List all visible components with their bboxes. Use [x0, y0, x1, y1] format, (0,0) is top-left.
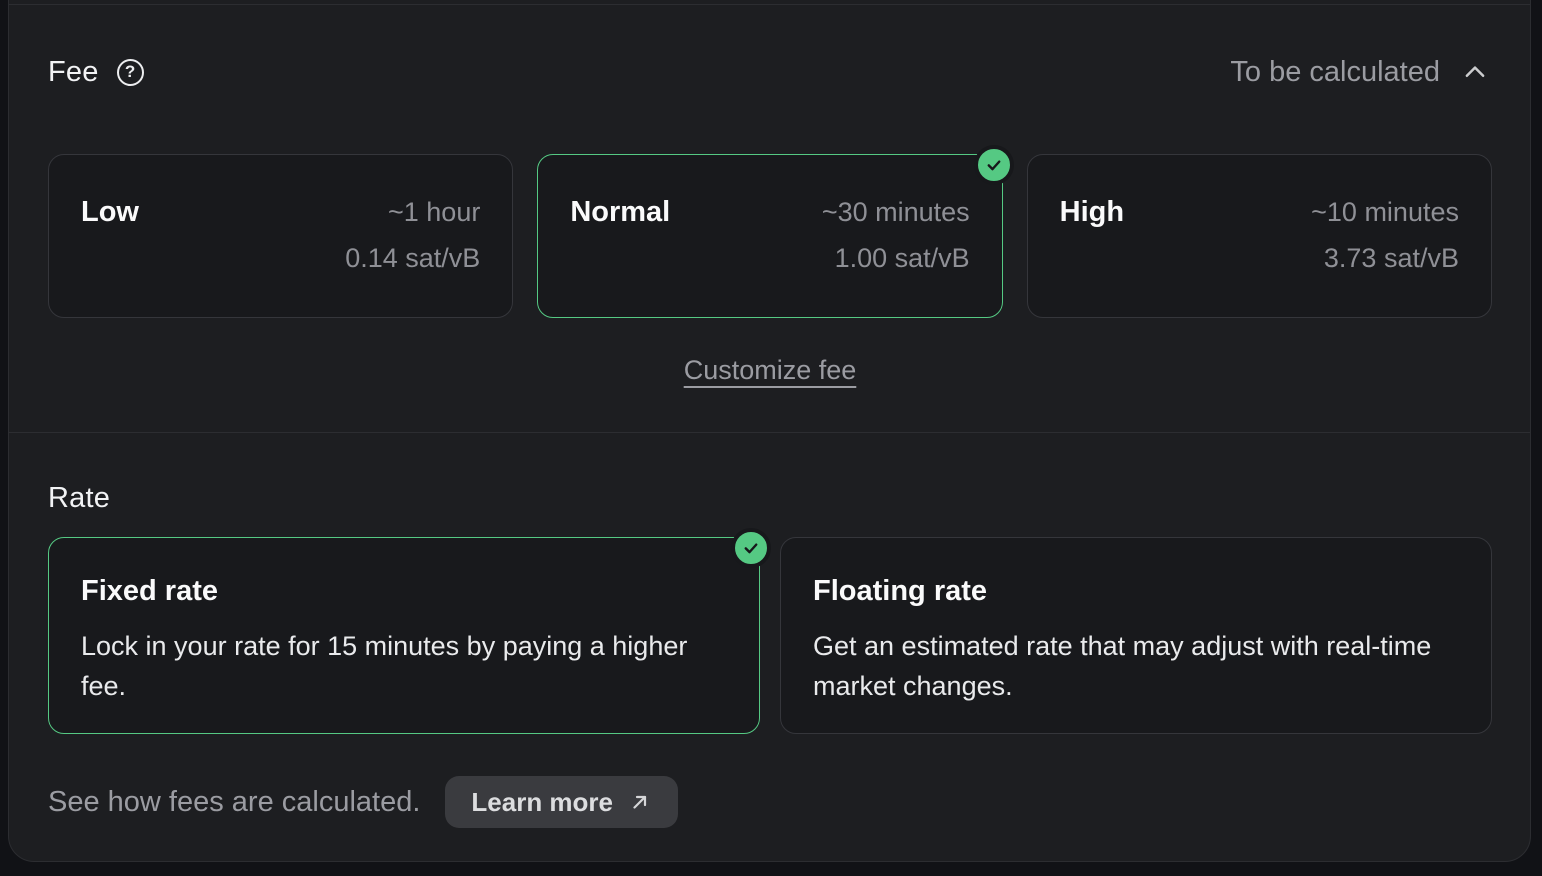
fee-option-high[interactable]: High ~10 minutes 3.73 sat/vB [1026, 154, 1492, 318]
selected-check-icon [731, 528, 771, 568]
rate-option-floating[interactable]: Floating rate Get an estimated rate that… [780, 537, 1492, 734]
fee-option-meta: ~1 hour 0.14 sat/vB [345, 189, 480, 317]
fee-option-meta: ~10 minutes 3.73 sat/vB [1311, 189, 1459, 317]
rate-option-label: Fixed rate [81, 575, 218, 607]
rate-option-description: Get an estimated rate that may adjust wi… [813, 631, 1432, 701]
chevron-up-icon [1460, 57, 1490, 87]
fee-option-normal[interactable]: Normal ~30 minutes 1.00 sat/vB [537, 145, 1014, 318]
fee-collapse-toggle[interactable]: To be calculated [1230, 56, 1490, 89]
rate-option-description: Lock in your rate for 15 minutes by payi… [81, 631, 688, 701]
external-link-arrow-icon [628, 790, 652, 814]
fee-option-rate: 3.73 sat/vB [1323, 243, 1459, 273]
fee-option-rate: 0.14 sat/vB [345, 243, 481, 273]
section-divider-fee-rate [9, 432, 1530, 433]
fee-option-time: ~30 minutes [821, 197, 970, 227]
fee-option-time: ~1 hour [388, 197, 481, 227]
selected-check-icon [973, 145, 1014, 185]
fee-option-label: High [1059, 196, 1125, 228]
fee-section-header: Fee ? To be calculated [48, 50, 1490, 94]
rate-options-row: Fixed rate Lock in your rate for 15 minu… [48, 528, 1492, 734]
learn-more-label: Learn more [471, 786, 614, 817]
fees-info-text: See how fees are calculated. [48, 785, 421, 818]
fee-title-group: Fee ? [48, 56, 144, 89]
rate-option-label: Floating rate [813, 575, 988, 607]
fee-section-title: Fee [48, 55, 99, 88]
fee-status-text: To be calculated [1230, 55, 1440, 88]
customize-fee-row: Customize fee [48, 352, 1492, 393]
fee-option-low[interactable]: Low ~1 hour 0.14 sat/vB [48, 154, 514, 318]
fee-options-row: Low ~1 hour 0.14 sat/vB Normal ~30 minut… [48, 145, 1492, 318]
fee-option-label: Low [81, 196, 139, 228]
fee-option-meta: ~30 minutes 1.00 sat/vB [822, 189, 970, 317]
customize-fee-link[interactable]: Customize fee [683, 355, 857, 385]
rate-section-heading: Rate [48, 480, 110, 521]
help-icon[interactable]: ? [116, 58, 144, 86]
rate-option-fixed[interactable]: Fixed rate Lock in your rate for 15 minu… [48, 528, 771, 734]
fee-option-rate: 1.00 sat/vB [834, 243, 970, 273]
fees-info-footer: See how fees are calculated. Learn more [48, 776, 679, 828]
fee-option-label: Normal [570, 196, 671, 228]
rate-section-title: Rate [48, 482, 111, 514]
section-divider-top [9, 4, 1530, 5]
learn-more-button[interactable]: Learn more [445, 776, 679, 828]
fee-option-time: ~10 minutes [1311, 197, 1459, 227]
